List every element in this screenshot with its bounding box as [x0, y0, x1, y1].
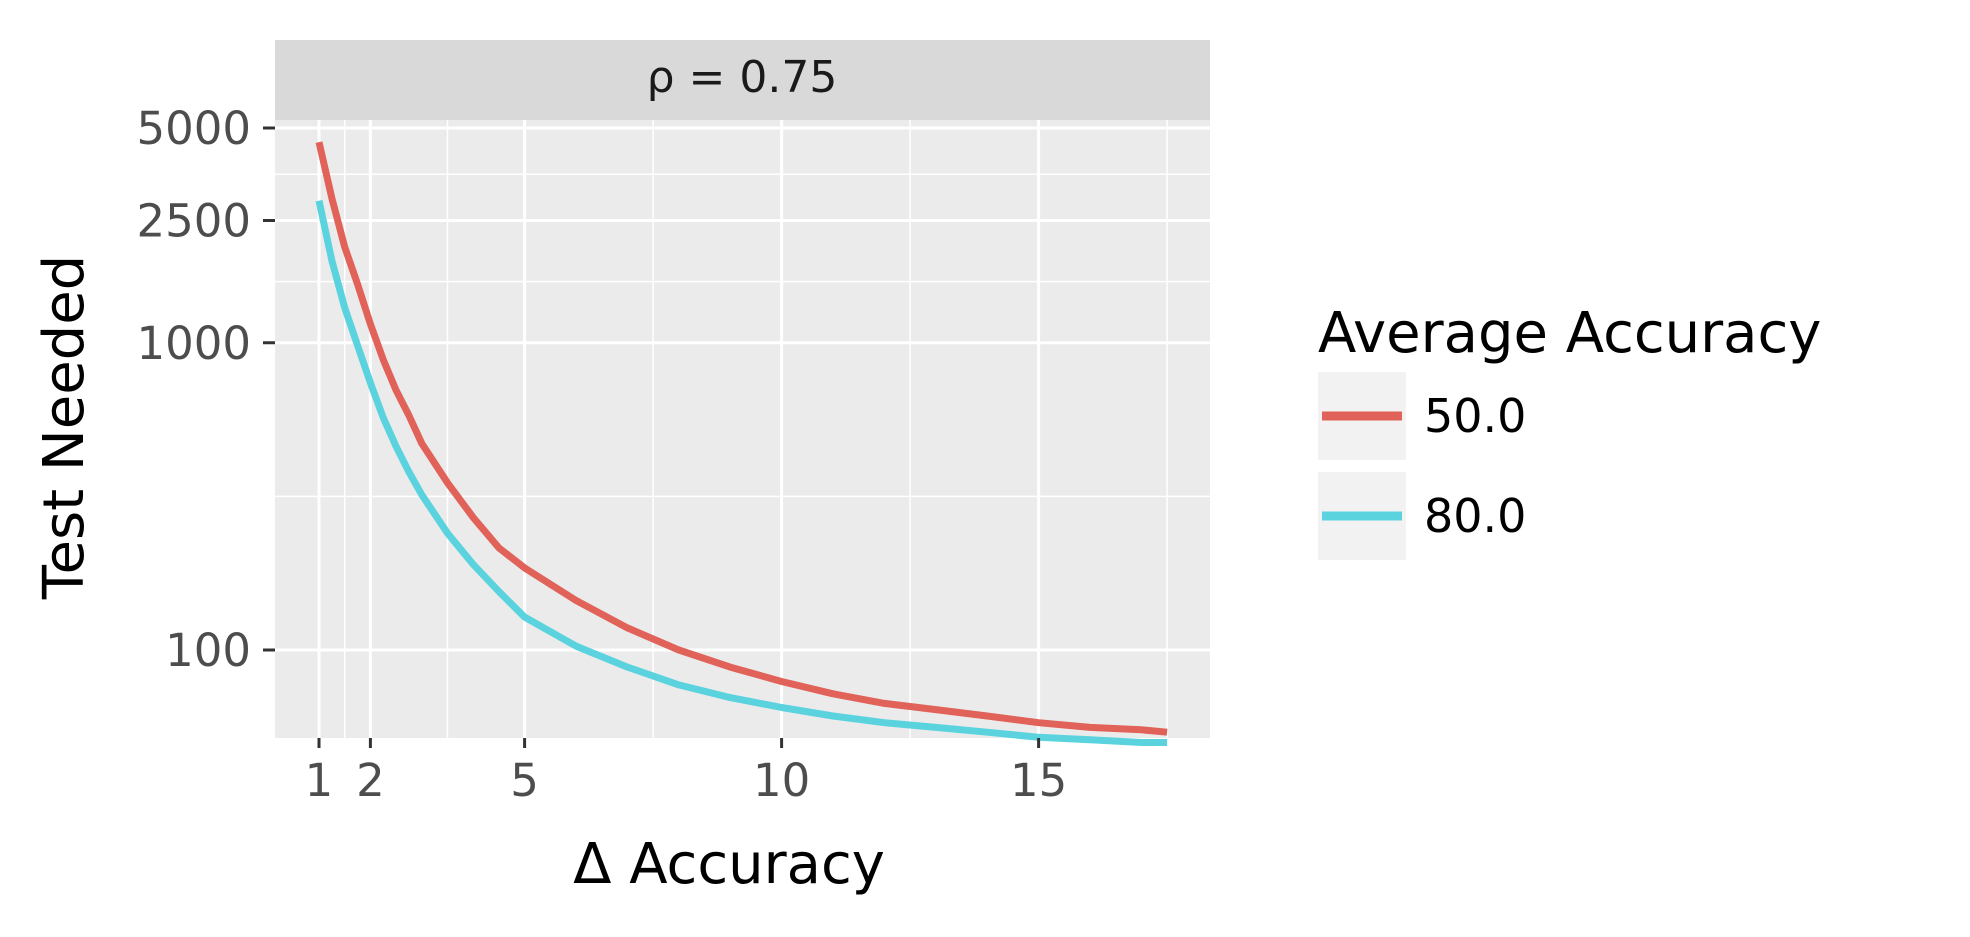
y-tick-label: 5000 [136, 102, 251, 155]
y-tick-label: 100 [165, 624, 251, 677]
x-tick-label: 15 [1010, 754, 1067, 807]
x-axis: 1 2 5 10 15 [305, 738, 1067, 807]
y-axis: 100 1000 2500 5000 [136, 102, 275, 677]
y-axis-title: Test Needed [32, 255, 97, 600]
x-tick-label: 1 [305, 754, 334, 807]
y-tick-label: 1000 [136, 317, 251, 370]
series-line-80-0 [315, 199, 1168, 746]
x-tick-label: 2 [356, 754, 385, 807]
legend: Average Accuracy 50.0 80.0 [1318, 301, 1821, 560]
major-gridlines [275, 120, 1210, 738]
x-axis-title: Δ Accuracy [573, 832, 885, 897]
legend-label: 50.0 [1424, 389, 1526, 443]
legend-items: 50.0 80.0 [1318, 372, 1526, 560]
series-layer [315, 141, 1168, 746]
y-tick-label: 2500 [136, 194, 251, 247]
facet-label: ρ = 0.75 [647, 52, 838, 103]
x-tick-label: 10 [753, 754, 810, 807]
plot-panel [275, 120, 1210, 738]
minor-gridlines [275, 120, 1210, 738]
x-tick-label: 5 [510, 754, 539, 807]
legend-title: Average Accuracy [1318, 301, 1821, 366]
facet-strip [275, 40, 1210, 120]
series-line-50-0 [315, 141, 1168, 736]
legend-label: 80.0 [1424, 489, 1526, 543]
